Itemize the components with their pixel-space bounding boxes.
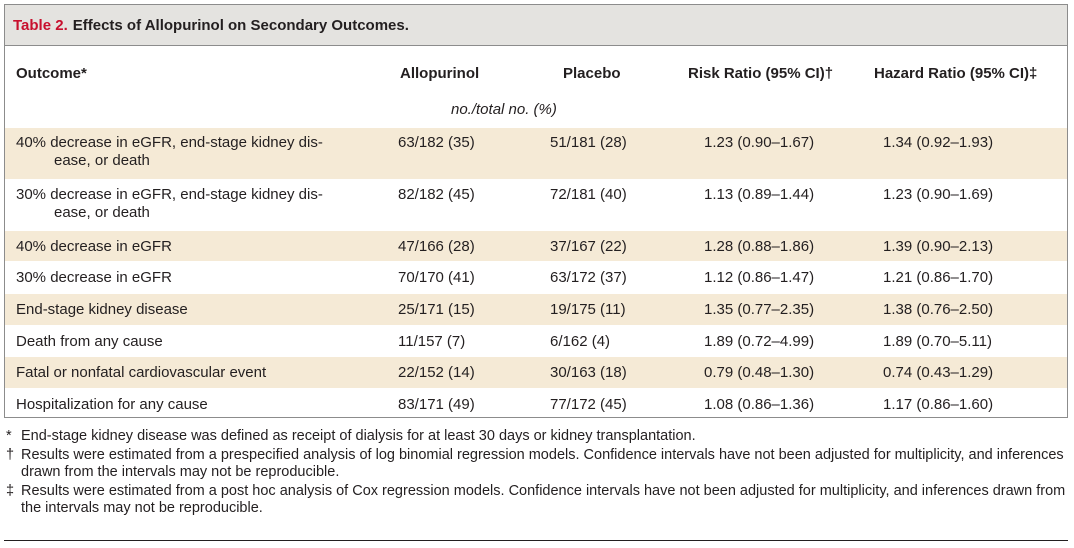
outcome-text: Death from any cause xyxy=(16,333,163,350)
table-row: 30% decrease in eGFR 70/170 (41) 63/172 (3… xyxy=(5,261,1067,293)
table-row: Death from any cause 11/157 (7) 6/162 (4) 1… xyxy=(5,325,1067,356)
outcome-text: Fatal or nonfatal cardiovascular event xyxy=(16,364,267,381)
risk-ratio-cell: 1.89 (0.72–4.99) xyxy=(704,333,815,350)
table-row: Hospitalization for any cause 83/171 (49)… xyxy=(5,388,1067,417)
risk-ratio-cell: 1.13 (0.89–1.44) xyxy=(704,186,815,203)
outcome-cell: 40% decrease in eGFR, end-stage kidney d… xyxy=(16,134,356,170)
units-label: no./total no. (%) xyxy=(451,101,557,118)
footnote-symbol: * xyxy=(6,428,12,444)
hazard-ratio-cell: 1.38 (0.76–2.50) xyxy=(883,301,994,318)
outcome-text-continued: ease, or death xyxy=(54,152,150,169)
footnotes: * End-stage kidney disease was defined a… xyxy=(4,428,1070,519)
placebo-cell: 37/167 (22) xyxy=(550,238,627,255)
allopurinol-cell: 11/157 (7) xyxy=(398,333,466,350)
allopurinol-cell: 22/152 (14) xyxy=(398,364,475,381)
outcome-text: 30% decrease in eGFR xyxy=(16,269,172,286)
allopurinol-cell: 63/182 (35) xyxy=(398,134,475,151)
outcome-text: Hospitalization for any cause xyxy=(16,396,208,413)
risk-ratio-cell: 1.28 (0.88–1.86) xyxy=(704,238,815,255)
outcome-cell: 30% decrease in eGFR xyxy=(16,269,356,287)
column-header-row: Outcome* Allopurinol Placebo Risk Ratio … xyxy=(5,46,1067,96)
hazard-ratio-cell: 1.17 (0.86–1.60) xyxy=(883,396,994,413)
placebo-cell: 72/181 (40) xyxy=(550,186,627,203)
risk-ratio-cell: 0.79 (0.48–1.30) xyxy=(704,364,815,381)
hazard-ratio-cell: 1.21 (0.86–1.70) xyxy=(883,269,994,286)
footnote-symbol: † xyxy=(6,446,15,463)
hazard-ratio-cell: 1.23 (0.90–1.69) xyxy=(883,186,994,203)
allopurinol-cell: 83/171 (49) xyxy=(398,396,475,413)
table-row: End-stage kidney disease 25/171 (15) 19/17… xyxy=(5,293,1067,325)
footnote-text: Results were estimated from a post hoc a… xyxy=(21,482,1066,517)
outcome-text-continued: ease, or death xyxy=(54,204,150,221)
table-title-bar: Table 2. Effects of Allopurinol on Secon… xyxy=(5,5,1067,46)
hazard-ratio-cell: 1.39 (0.90–2.13) xyxy=(883,238,994,255)
allopurinol-cell: 70/170 (41) xyxy=(398,269,475,286)
header-allopurinol: Allopurinol xyxy=(400,65,480,82)
allopurinol-cell: 47/166 (28) xyxy=(398,238,475,255)
outcome-cell: Fatal or nonfatal cardiovascular event xyxy=(16,364,356,382)
table-label: Table 2. xyxy=(13,16,68,34)
table-title: Effects of Allopurinol on Secondary Outc… xyxy=(72,16,409,34)
placebo-cell: 19/175 (11) xyxy=(550,301,626,318)
placebo-cell: 51/181 (28) xyxy=(550,134,627,151)
outcome-cell: Death from any cause xyxy=(16,333,356,351)
risk-ratio-cell: 1.08 (0.86–1.36) xyxy=(704,396,815,413)
table-body: 40% decrease in eGFR, end-stage kidney d… xyxy=(5,128,1067,417)
header-risk-ratio: Risk Ratio (95% CI)† xyxy=(688,65,834,82)
outcome-cell: Hospitalization for any cause xyxy=(16,396,356,414)
risk-ratio-cell: 1.35 (0.77–2.35) xyxy=(704,301,815,318)
placebo-cell: 77/172 (45) xyxy=(550,396,627,413)
footnote: † Results were estimated from a prespeci… xyxy=(4,447,1070,482)
allopurinol-cell: 25/171 (15) xyxy=(398,301,475,318)
units-row: no./total no. (%) xyxy=(5,96,1067,128)
outcome-text: 40% decrease in eGFR, end-stage kidney d… xyxy=(16,134,323,151)
header-outcome: Outcome* xyxy=(16,65,87,82)
outcome-text: End-stage kidney disease xyxy=(16,301,188,318)
table-row: Fatal or nonfatal cardiovascular event 22… xyxy=(5,356,1067,388)
table-row: 40% decrease in eGFR 47/166 (28) 37/167 (2… xyxy=(5,230,1067,261)
outcome-cell: End-stage kidney disease xyxy=(16,301,356,319)
table-row: 30% decrease in eGFR, end-stage kidney d… xyxy=(5,179,1067,230)
footnote-text: Results were estimated from a prespecifi… xyxy=(21,446,1064,481)
placebo-cell: 6/162 (4) xyxy=(550,333,611,350)
hazard-ratio-cell: 1.34 (0.92–1.93) xyxy=(883,134,994,151)
table-row: 40% decrease in eGFR, end-stage kidney d… xyxy=(5,128,1067,179)
risk-ratio-cell: 1.23 (0.90–1.67) xyxy=(704,134,815,151)
risk-ratio-cell: 1.12 (0.86–1.47) xyxy=(704,269,815,286)
footnote-text: End-stage kidney disease was defined as … xyxy=(21,428,696,444)
outcome-text: 30% decrease in eGFR, end-stage kidney d… xyxy=(16,186,323,203)
footnote: * End-stage kidney disease was defined a… xyxy=(4,428,1070,446)
placebo-cell: 63/172 (37) xyxy=(550,269,627,286)
outcome-text: 40% decrease in eGFR xyxy=(16,238,172,255)
table-frame: Table 2. Effects of Allopurinol on Secon… xyxy=(4,4,1068,418)
hazard-ratio-cell: 0.74 (0.43–1.29) xyxy=(883,364,994,381)
footnote-symbol: ‡ xyxy=(6,482,15,499)
header-hazard-ratio: Hazard Ratio (95% CI)‡ xyxy=(874,65,1038,82)
bottom-rule xyxy=(4,540,1068,541)
allopurinol-cell: 82/182 (45) xyxy=(398,186,475,203)
placebo-cell: 30/163 (18) xyxy=(550,364,627,381)
outcome-cell: 30% decrease in eGFR, end-stage kidney d… xyxy=(16,186,356,222)
outcome-cell: 40% decrease in eGFR xyxy=(16,238,356,256)
header-placebo: Placebo xyxy=(563,65,621,82)
hazard-ratio-cell: 1.89 (0.70–5.11) xyxy=(883,333,992,350)
footnote: ‡ Results were estimated from a post hoc… xyxy=(4,483,1070,518)
